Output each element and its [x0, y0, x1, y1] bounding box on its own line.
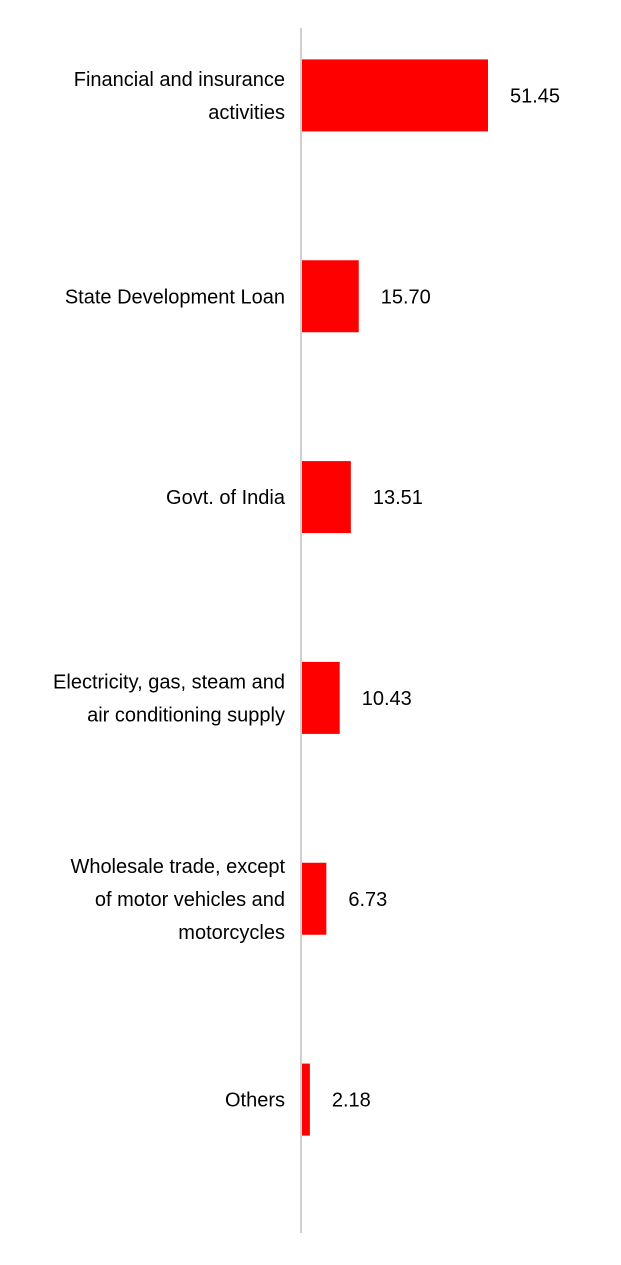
value-label-1: 15.70: [381, 286, 431, 308]
category-label-0: Financial and insurance activities: [74, 69, 285, 124]
value-label-0: 51.45: [510, 85, 560, 107]
value-label-3: 10.43: [362, 688, 412, 710]
category-label-4: Wholesale trade, except of motor vehicles…: [70, 856, 285, 944]
value-labels-group: 51.45 15.70 13.51 10.43 6.73 2.18: [332, 85, 560, 1111]
category-label-line: air conditioning supply: [87, 704, 285, 726]
value-label-5: 2.18: [332, 1090, 371, 1112]
category-label-3: Electricity, gas, steam and air condition…: [53, 671, 285, 726]
category-label-line: Others: [225, 1090, 285, 1112]
bar-5: [302, 1063, 310, 1136]
category-label-line: State Development Loan: [65, 286, 285, 308]
category-label-2: Govt. of India: [166, 487, 286, 509]
bar-2: [302, 461, 351, 534]
bar-4: [302, 862, 327, 935]
category-label-line: Electricity, gas, steam and: [53, 671, 285, 693]
category-label-line: of motor vehicles and: [95, 889, 285, 911]
value-label-4: 6.73: [348, 889, 387, 911]
category-labels-group: Financial and insurance activities State D…: [53, 69, 286, 1112]
category-label-line: Financial and insurance: [74, 69, 285, 91]
bar-3: [302, 661, 340, 734]
category-label-5: Others: [225, 1090, 285, 1112]
bar-0: [302, 59, 488, 132]
bars-group: [302, 59, 488, 1136]
category-label-line: Wholesale trade, except: [70, 856, 285, 878]
category-label-line: activities: [208, 102, 285, 124]
category-label-line: motorcycles: [178, 922, 285, 944]
category-label-line: Govt. of India: [166, 487, 286, 509]
value-label-2: 13.51: [373, 487, 423, 509]
bar-1: [302, 260, 359, 333]
category-label-1: State Development Loan: [65, 286, 285, 308]
